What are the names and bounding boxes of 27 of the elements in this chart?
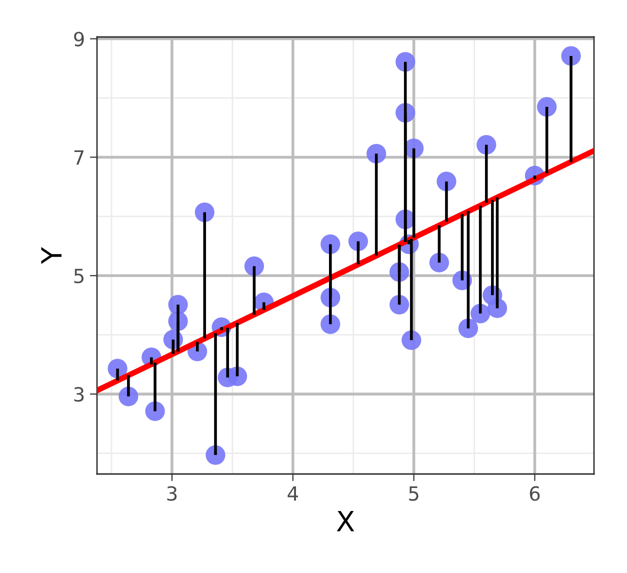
- point: [436, 172, 456, 192]
- point: [458, 318, 478, 338]
- y-tick-label: 3: [74, 387, 84, 402]
- point: [194, 202, 214, 222]
- point: [320, 314, 340, 334]
- point: [537, 97, 557, 117]
- y-tick-label: 7: [74, 150, 84, 165]
- point: [206, 445, 226, 465]
- point: [476, 134, 496, 155]
- point: [389, 294, 410, 314]
- point: [145, 401, 165, 422]
- point: [561, 46, 581, 66]
- point: [487, 298, 508, 318]
- x-tick-label: 5: [409, 486, 418, 501]
- x-tick-label: 4: [288, 486, 298, 501]
- y-tick-label: 5: [74, 268, 84, 284]
- y-axis-title: Y: [41, 246, 62, 264]
- point: [429, 252, 450, 272]
- point: [396, 52, 416, 72]
- point: [348, 231, 368, 252]
- point: [244, 256, 264, 276]
- x-axis-title: X: [336, 511, 354, 532]
- point: [402, 330, 422, 350]
- y-tick-label: 9: [74, 32, 84, 46]
- x-tick-label: 3: [167, 486, 177, 501]
- x-tick-label: 6: [530, 486, 540, 501]
- point: [366, 144, 386, 164]
